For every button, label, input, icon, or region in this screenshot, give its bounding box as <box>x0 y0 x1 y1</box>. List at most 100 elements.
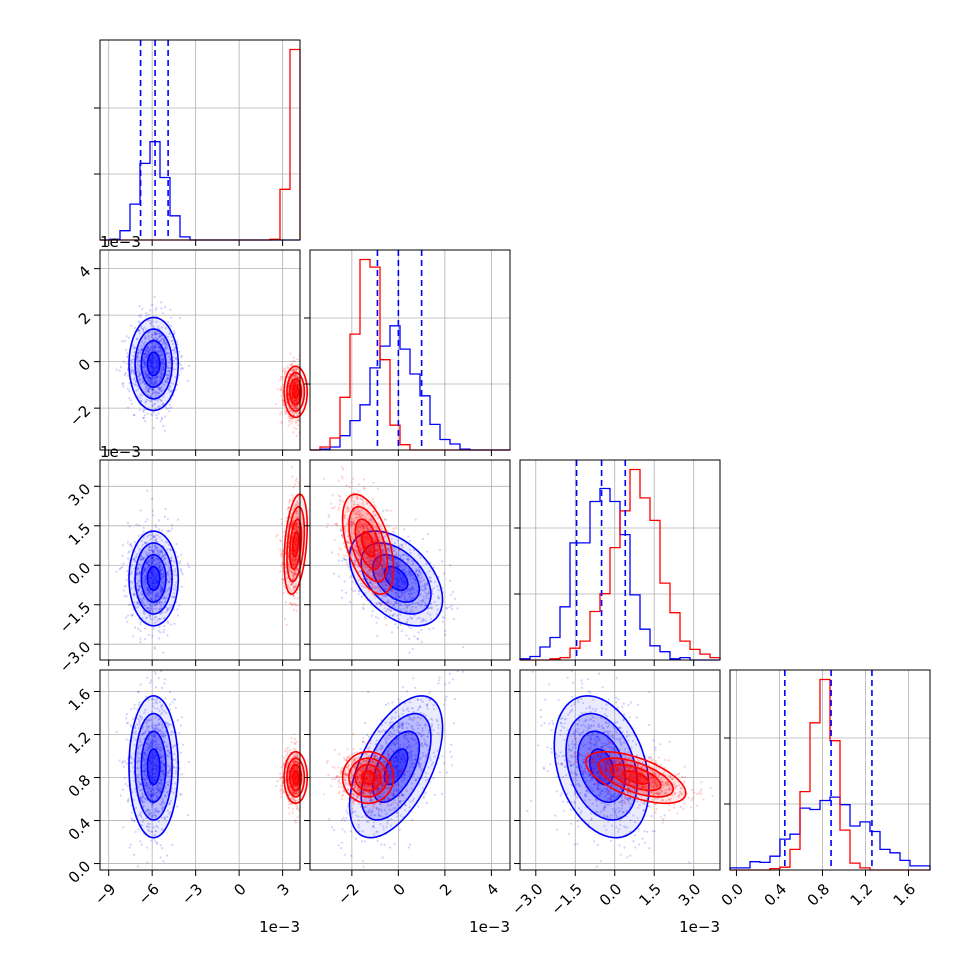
scatter-point <box>159 347 162 350</box>
scatter-point <box>174 706 177 710</box>
scatter-point <box>158 388 162 391</box>
scatter-point <box>159 340 162 343</box>
scatter-point <box>151 333 154 337</box>
scatter-point <box>151 362 154 365</box>
scatter-point <box>133 540 136 544</box>
scatter-point <box>151 353 154 356</box>
scatter-point <box>123 340 126 343</box>
scatter-point <box>159 367 162 370</box>
scatter-point <box>146 387 149 390</box>
scatter-point <box>139 313 142 316</box>
scatter-point <box>138 332 141 335</box>
scatter-point <box>276 533 279 536</box>
scatter-point <box>153 367 156 370</box>
scatter-point <box>146 375 149 378</box>
scatter-point <box>147 351 150 354</box>
scatter-point <box>151 370 154 373</box>
scatter-point <box>150 362 153 365</box>
scatter-point <box>150 365 153 368</box>
scatter-point <box>125 717 128 720</box>
scatter-point <box>168 403 172 406</box>
scatter-point <box>135 389 138 392</box>
scatter-point <box>158 528 161 531</box>
scatter-point <box>164 305 167 309</box>
scatter-point <box>130 708 133 711</box>
scatter-point <box>162 651 165 654</box>
scatter-point <box>160 370 163 373</box>
scatter-point <box>290 741 293 744</box>
scatter-point <box>151 333 154 336</box>
scatter-point <box>282 756 285 759</box>
scatter-point <box>167 387 170 390</box>
scatter-point <box>147 376 150 379</box>
scatter-point <box>282 403 285 406</box>
scatter-point <box>150 399 153 402</box>
scatter-point <box>130 361 133 364</box>
scatter-point <box>293 426 296 429</box>
scatter-point <box>292 356 295 359</box>
scatter-point <box>127 557 130 560</box>
scatter-point <box>128 543 131 547</box>
scatter-point <box>284 367 287 370</box>
scatter-point <box>178 732 181 735</box>
scatter-point <box>158 334 162 337</box>
scatter-point <box>137 320 140 323</box>
scatter-point <box>154 371 158 374</box>
scatter-point <box>144 336 147 340</box>
scatter-point <box>166 352 169 355</box>
scatter-point <box>139 378 142 381</box>
scatter-panel-p0-p2 <box>94 459 309 666</box>
scatter-point <box>151 414 154 417</box>
scatter-point <box>162 367 165 370</box>
scatter-point <box>154 349 157 353</box>
scatter-point <box>147 633 150 636</box>
scatter-point <box>130 371 133 374</box>
scatter-point <box>151 389 154 392</box>
scatter-point <box>142 409 145 412</box>
scatter-point <box>115 730 118 734</box>
scatter-point <box>161 353 164 356</box>
scatter-point <box>142 370 145 373</box>
scatter-point <box>296 424 299 427</box>
scatter-point <box>156 381 159 384</box>
scatter-point <box>154 344 157 347</box>
scatter-point <box>146 346 149 349</box>
scatter-point <box>291 494 294 497</box>
scatter-point <box>180 553 183 556</box>
scatter-point <box>139 683 142 686</box>
scatter-point <box>149 361 152 365</box>
scatter-point <box>282 591 285 595</box>
scatter-point <box>279 413 282 416</box>
scatter-point <box>155 320 158 323</box>
scatter-point <box>161 312 164 315</box>
scatter-point <box>155 370 158 373</box>
scatter-point <box>145 356 148 359</box>
scatter-point <box>158 339 161 343</box>
scatter-point <box>139 352 142 355</box>
scatter-point <box>144 341 147 344</box>
scatter-point <box>168 410 171 413</box>
scatter-point <box>150 371 153 374</box>
scatter-point <box>161 382 164 385</box>
scatter-point <box>122 826 125 829</box>
scatter-point <box>297 481 300 484</box>
scatter-point <box>146 374 149 377</box>
scatter-point <box>275 402 278 405</box>
scatter-point <box>286 508 289 511</box>
scatter-point <box>148 339 151 342</box>
scatter-point <box>157 519 160 522</box>
scatter-point <box>153 295 156 299</box>
scatter-point <box>148 318 151 322</box>
scatter-point <box>146 353 149 357</box>
scatter-point <box>158 637 161 640</box>
scatter-point <box>154 356 157 359</box>
scatter-point <box>147 378 150 381</box>
scatter-point <box>151 359 154 362</box>
scatter-point <box>144 372 147 375</box>
scatter-point <box>160 361 163 364</box>
scatter-point <box>287 424 290 427</box>
scatter-point <box>125 335 128 338</box>
scatter-point <box>149 383 152 386</box>
scatter-point <box>144 337 147 340</box>
scatter-point <box>126 614 130 617</box>
